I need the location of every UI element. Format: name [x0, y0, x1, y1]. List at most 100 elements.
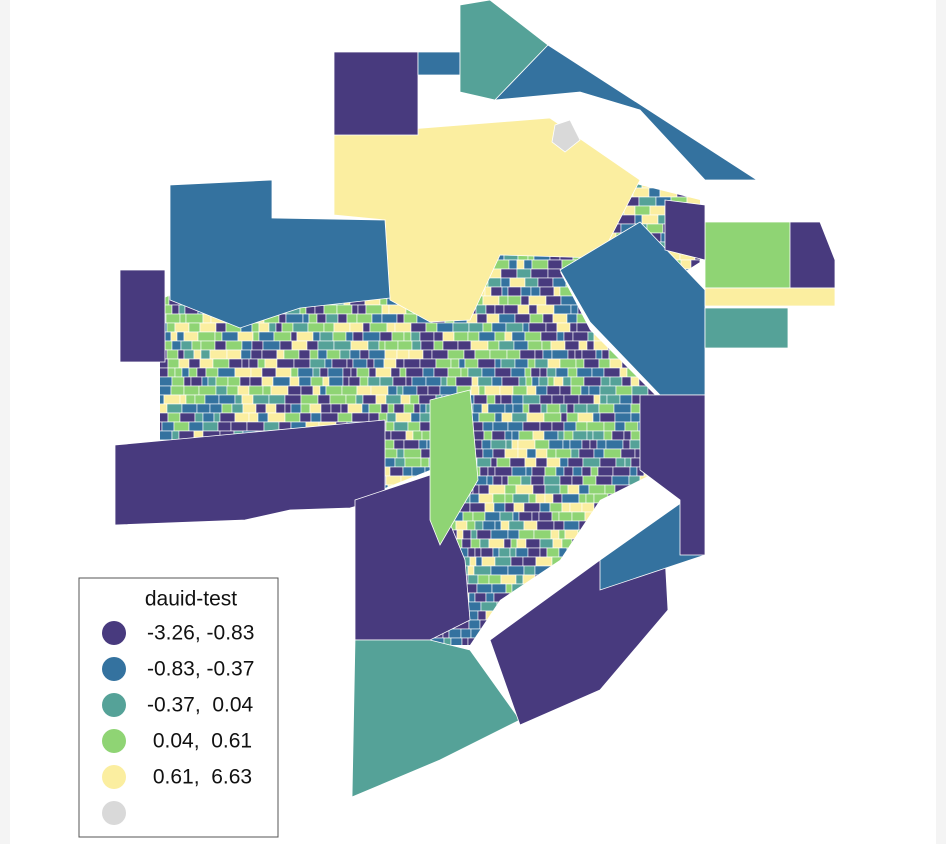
small-area — [188, 322, 201, 333]
small-area — [572, 430, 588, 441]
small-area — [634, 493, 646, 504]
small-area — [337, 313, 348, 324]
legend-swatch — [102, 765, 126, 789]
small-area — [584, 511, 597, 522]
small-area — [281, 196, 293, 207]
small-area — [262, 385, 272, 396]
small-area — [631, 385, 649, 396]
small-area — [513, 502, 525, 513]
small-area — [478, 493, 494, 504]
small-area — [221, 403, 233, 414]
small-area — [518, 529, 535, 540]
small-area — [419, 403, 427, 414]
small-area — [409, 394, 420, 405]
small-area — [648, 187, 661, 198]
small-area — [542, 349, 553, 360]
small-area — [500, 520, 510, 531]
small-area — [494, 466, 513, 477]
small-area — [275, 403, 286, 414]
small-area — [330, 403, 342, 414]
small-area — [215, 385, 228, 396]
small-area — [193, 349, 202, 360]
small-area — [526, 385, 537, 396]
small-area — [531, 511, 540, 522]
small-area — [508, 520, 525, 531]
small-area — [239, 376, 251, 387]
small-area — [288, 583, 306, 594]
small-area — [506, 349, 521, 360]
small-area — [267, 412, 286, 423]
small-area — [595, 349, 603, 360]
small-area — [503, 538, 512, 549]
small-area — [246, 547, 261, 558]
small-area — [697, 610, 700, 621]
small-area — [261, 367, 277, 378]
region — [704, 287, 836, 307]
small-area — [234, 412, 250, 423]
small-area — [546, 457, 561, 468]
small-area — [385, 394, 402, 405]
small-area — [581, 439, 591, 450]
small-area — [396, 349, 410, 360]
small-area — [181, 367, 190, 378]
small-area — [212, 358, 230, 369]
small-area — [217, 367, 236, 378]
small-area — [494, 556, 512, 567]
small-area — [275, 538, 290, 549]
small-area — [310, 187, 325, 198]
small-area — [162, 565, 173, 576]
small-area — [160, 403, 168, 414]
region — [333, 117, 641, 323]
small-area — [496, 601, 506, 612]
small-area — [290, 565, 299, 576]
small-area — [340, 403, 349, 414]
small-area — [490, 529, 509, 540]
small-area — [585, 493, 595, 504]
small-area — [555, 448, 572, 459]
small-area — [538, 511, 553, 522]
small-area — [345, 394, 357, 405]
small-area — [179, 412, 196, 423]
small-area — [455, 376, 473, 387]
small-area — [381, 304, 390, 315]
legend-swatch — [102, 729, 126, 753]
small-area — [160, 367, 169, 378]
small-area — [324, 538, 341, 549]
small-area — [647, 484, 657, 495]
small-area — [272, 556, 289, 567]
small-area — [520, 286, 532, 297]
small-area — [555, 466, 565, 477]
small-area — [405, 430, 414, 441]
small-area — [239, 565, 249, 576]
small-area — [315, 547, 325, 558]
small-area — [183, 556, 193, 567]
small-area — [290, 331, 298, 342]
legend-label: 0.61, 6.63 — [147, 766, 252, 789]
small-area — [574, 349, 583, 360]
small-area — [540, 403, 548, 414]
small-area — [403, 403, 415, 414]
small-area — [476, 529, 492, 540]
small-area — [247, 565, 256, 576]
small-area — [617, 511, 631, 522]
small-area — [332, 628, 343, 639]
small-area — [535, 457, 548, 468]
small-area — [179, 394, 187, 405]
small-area — [289, 574, 304, 585]
small-area — [682, 619, 698, 630]
small-area — [160, 178, 167, 189]
small-area — [690, 583, 698, 594]
small-area — [510, 367, 526, 378]
small-area — [664, 610, 678, 621]
small-area — [563, 466, 574, 477]
small-area — [250, 538, 263, 549]
small-area — [440, 376, 448, 387]
small-area — [481, 556, 496, 567]
small-area — [528, 304, 538, 315]
small-area — [550, 565, 566, 576]
small-area — [669, 565, 683, 576]
small-area — [556, 322, 571, 333]
small-area — [482, 448, 494, 459]
small-area — [462, 511, 474, 522]
small-area — [624, 421, 639, 432]
